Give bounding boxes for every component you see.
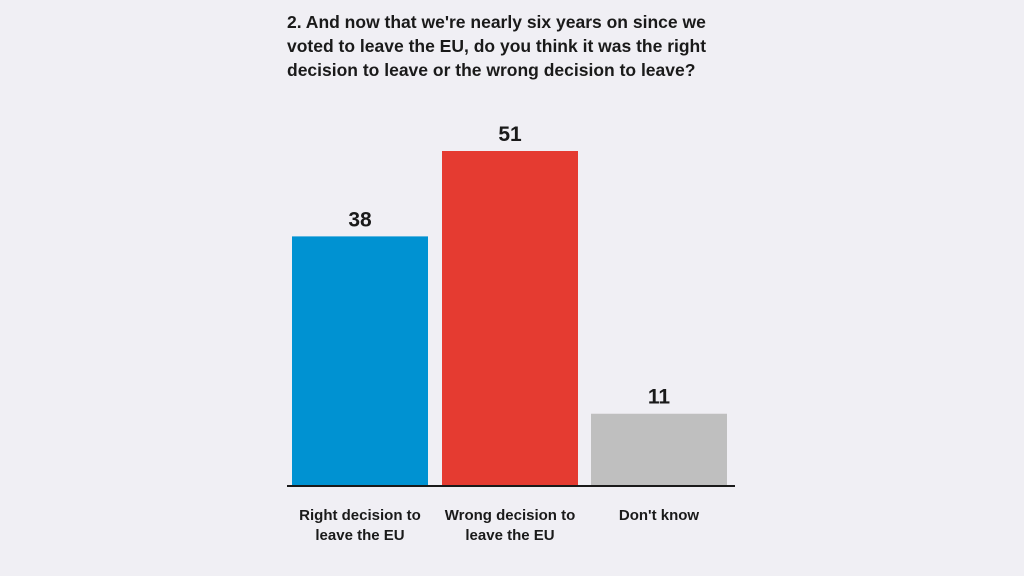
category-label-3: Don't know bbox=[618, 507, 700, 524]
bar-2 bbox=[442, 151, 578, 486]
value-label-2: 51 bbox=[498, 123, 522, 146]
chart-title: 2. And now that we're nearly six years o… bbox=[287, 12, 707, 80]
bar-3 bbox=[591, 413, 727, 486]
value-labels: 38 51 11 bbox=[348, 123, 670, 409]
bars bbox=[292, 151, 727, 486]
category-label-1: Right decision to leave the EU bbox=[299, 507, 421, 544]
bar-1 bbox=[292, 236, 428, 486]
value-label-3: 11 bbox=[648, 386, 671, 409]
value-label-1: 38 bbox=[348, 208, 372, 231]
category-label-2: Wrong decision to leave the EU bbox=[444, 507, 576, 544]
